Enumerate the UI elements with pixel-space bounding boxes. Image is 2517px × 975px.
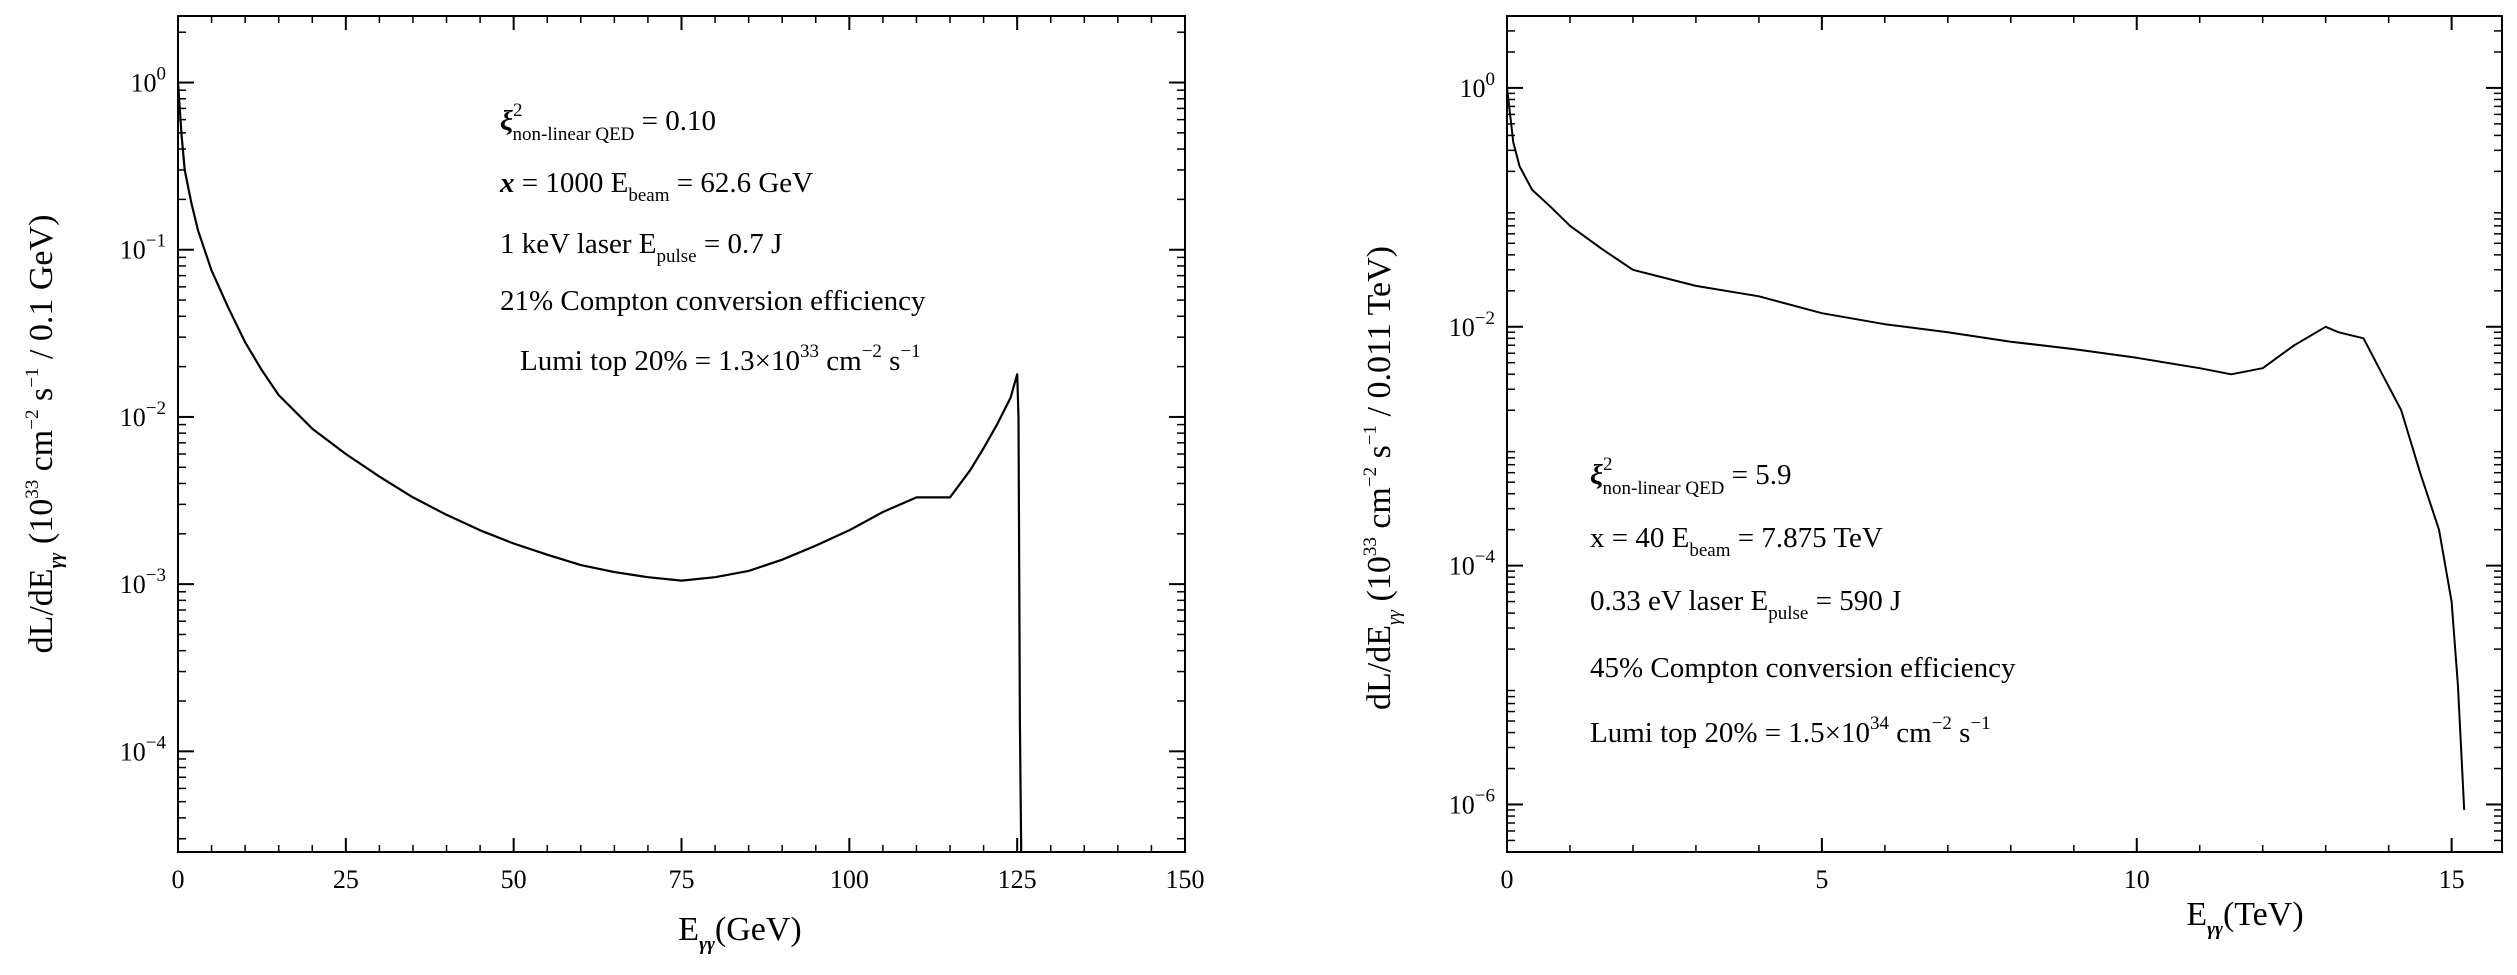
right-anno-xi: ξ2 non-linear QED = 5.9 bbox=[1590, 454, 1792, 499]
right-anno-efficiency: 45% Compton conversion efficiency bbox=[1590, 652, 2016, 684]
left-plot-frame bbox=[177, 15, 1186, 853]
left-annotation: ξ2 non-linear QED = 0.10 x = 1000 Ebeam =… bbox=[499, 100, 926, 377]
right-y-tick-label: 10−4 bbox=[1449, 547, 1496, 581]
right-x-tick-label: 15 bbox=[2439, 865, 2465, 894]
left-x-axis-label: Eγγ(GeV) bbox=[678, 911, 801, 955]
left-x-tick-label: 100 bbox=[830, 865, 869, 894]
left-x-tick-label: 50 bbox=[501, 865, 527, 894]
left-series-line bbox=[176, 82, 1023, 853]
left-x-tick-label: 0 bbox=[172, 865, 185, 894]
left-y-tick-label: 10−3 bbox=[120, 565, 166, 599]
left-x-ticks: 0 25 50 75 100 125 150 bbox=[172, 16, 1205, 894]
right-x-tick-label: 0 bbox=[1501, 865, 1514, 894]
left-y-tick-label: 10−2 bbox=[120, 398, 166, 432]
left-y-tick-label: 10−4 bbox=[120, 732, 167, 766]
right-annotation: ξ2 non-linear QED = 5.9 x = 40 Ebeam = 7.… bbox=[1590, 454, 2016, 749]
right-y-axis-label: dL/dEγγ (1033 cm−2 s−1 / 0.011 TeV) bbox=[1360, 246, 1405, 710]
left-y-tick-label: 100 bbox=[131, 64, 167, 98]
right-x-tick-label: 10 bbox=[2124, 865, 2150, 894]
right-series-line bbox=[1506, 87, 2466, 810]
right-y-tick-label: 10−2 bbox=[1449, 308, 1495, 342]
right-x-tick-label: 5 bbox=[1815, 865, 1828, 894]
left-anno-beam: x = 1000 Ebeam = 62.6 GeV bbox=[499, 167, 813, 206]
left-anno-laser: 1 keV laser Epulse = 0.7 J bbox=[500, 228, 782, 267]
left-y-tick-label: 10−1 bbox=[120, 231, 166, 265]
right-x-axis-label: Eγγ(TeV) bbox=[2186, 896, 2303, 940]
right-anno-laser: 0.33 eV laser Epulse = 590 J bbox=[1590, 585, 1901, 624]
left-y-ticks: 10−4 10−3 10−2 10−1 100 bbox=[120, 31, 1185, 840]
left-x-tick-label: 25 bbox=[333, 865, 359, 894]
right-y-tick-label: 100 bbox=[1460, 69, 1496, 103]
left-anno-xi: ξ2 non-linear QED = 0.10 bbox=[500, 100, 716, 145]
right-anno-beam: x = 40 Ebeam = 7.875 TeV bbox=[1590, 522, 1883, 561]
left-panel: 0 25 50 75 100 125 150 10−4 10−3 10−2 10−1 100 Eγγ… bbox=[22, 15, 1205, 955]
right-x-ticks: 0 5 10 15 bbox=[1501, 16, 2465, 894]
left-anno-efficiency: 21% Compton conversion efficiency bbox=[500, 285, 926, 317]
left-anno-lumi: Lumi top 20% = 1.3×1033 cm−2 s−1 bbox=[520, 341, 921, 377]
left-x-tick-label: 75 bbox=[669, 865, 695, 894]
right-plot-frame bbox=[1506, 15, 2503, 853]
right-panel: 0 5 10 15 10−6 10−4 10−2 100 Eγγ(TeV) dL/dEγγ … bbox=[1360, 15, 2503, 940]
left-x-tick-label: 125 bbox=[998, 865, 1037, 894]
left-y-axis-label: dL/dEγγ (1033 cm−2 s−1 / 0.1 GeV) bbox=[22, 215, 67, 654]
right-y-tick-label: 10−6 bbox=[1449, 785, 1495, 819]
right-anno-lumi: Lumi top 20% = 1.5×1034 cm−2 s−1 bbox=[1590, 713, 1991, 749]
right-y-ticks: 10−6 10−4 10−2 100 bbox=[1449, 15, 2502, 853]
left-x-tick-label: 150 bbox=[1166, 865, 1205, 894]
